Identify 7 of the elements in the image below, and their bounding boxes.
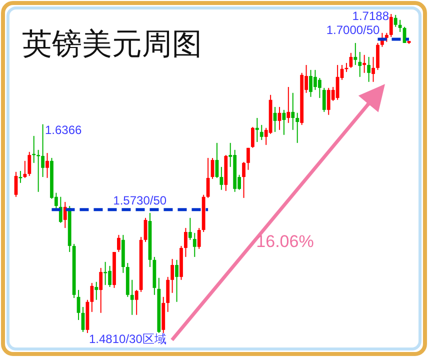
annotation: 1.6366 bbox=[45, 123, 82, 137]
ref-line-label: 1.7000/50 bbox=[326, 23, 380, 38]
annotation: 1.7188 bbox=[352, 9, 390, 23]
annotation: 16.06% bbox=[256, 232, 314, 251]
text: 英镑美元周图 bbox=[22, 28, 202, 61]
ref-line-label: 1.5730/50 bbox=[113, 194, 167, 208]
annotation: 1.4810/30区域 bbox=[89, 332, 166, 346]
